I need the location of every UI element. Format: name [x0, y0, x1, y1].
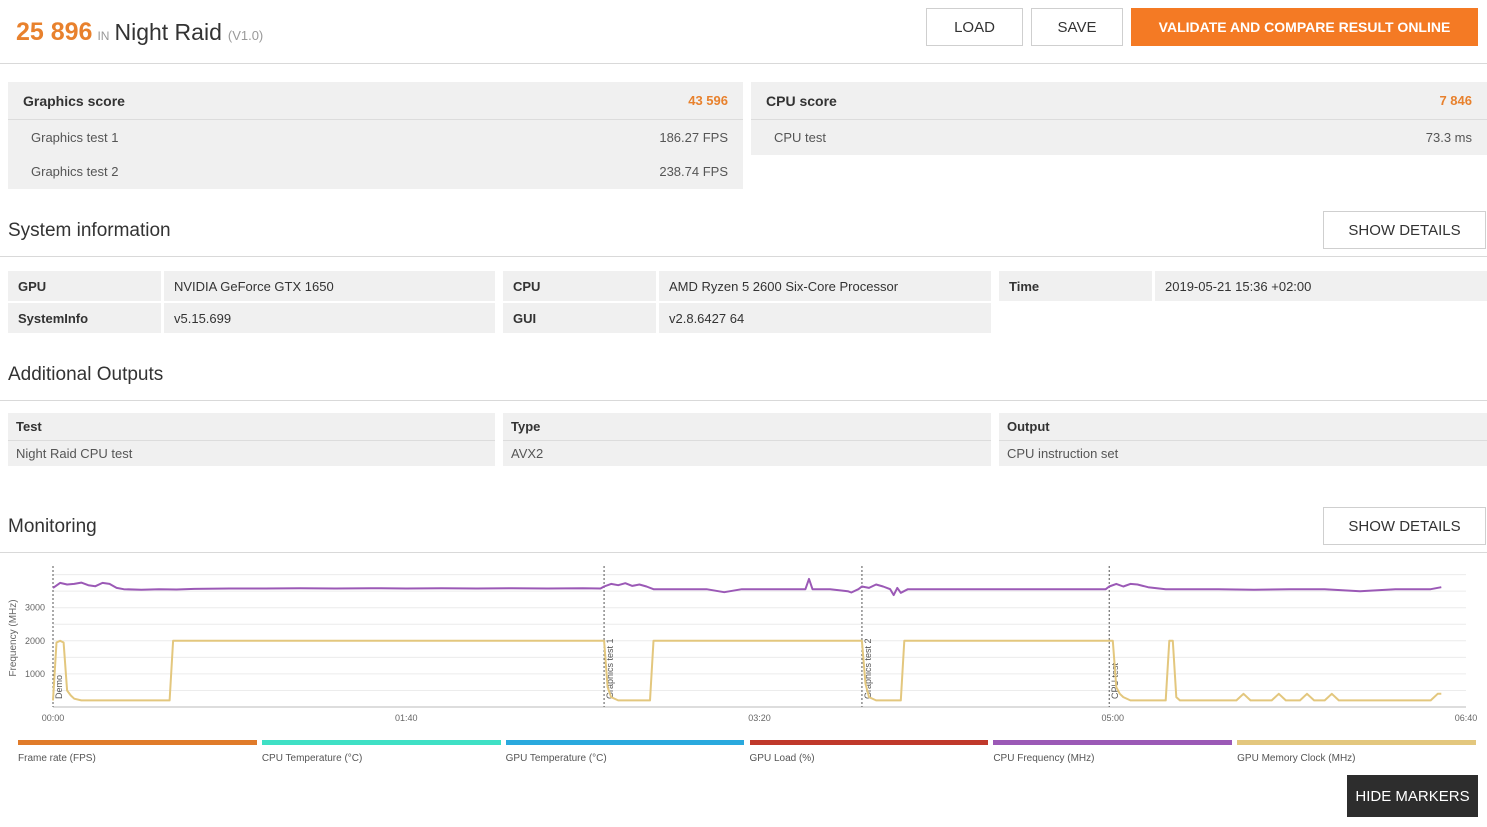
cpu-score-panel: CPU score 7 846 CPU test 73.3 ms	[751, 82, 1487, 155]
outputs-test-value: Night Raid CPU test	[16, 446, 133, 461]
outputs-type-value: AVX2	[511, 446, 544, 461]
graphics-test-2-row: Graphics test 2 238.74 FPS	[8, 154, 743, 188]
validate-compare-button[interactable]: VALIDATE AND COMPARE RESULT ONLINE	[1131, 8, 1478, 46]
x-tick-label: 06:40	[1455, 713, 1478, 723]
graphics-test-2-value: 238.74 FPS	[659, 163, 728, 179]
graphics-test-2-label: Graphics test 2	[31, 163, 119, 179]
benchmark-name: Night Raid	[114, 19, 222, 45]
gpu-value: NVIDIA GeForce GTX 1650	[164, 271, 495, 301]
benchmark-version: (V1.0)	[227, 28, 264, 43]
systeminfo-value: v5.15.699	[164, 303, 495, 333]
legend-label: GPU Load (%)	[749, 753, 815, 764]
cpu-test-value: 73.3 ms	[1425, 129, 1472, 145]
result-header: 25 896 IN Night Raid (V1.0) LOAD SAVE VA…	[0, 0, 1487, 64]
save-button[interactable]: SAVE	[1031, 8, 1123, 46]
systeminfo-key: SystemInfo	[8, 303, 161, 333]
legend-color-bar	[993, 740, 1233, 745]
series-line	[52, 639, 1442, 702]
cpu-score-row: CPU score 7 846	[751, 82, 1487, 120]
gpu-key: GPU	[8, 271, 161, 301]
cpu-test-label: CPU test	[774, 129, 827, 145]
graphics-score-row: Graphics score 43 596	[8, 82, 743, 120]
monitoring-show-details-button[interactable]: SHOW DETAILS	[1323, 507, 1486, 545]
legend-color-bar	[749, 740, 989, 745]
overall-score: 25 896	[16, 18, 93, 46]
gui-value: v2.8.6427 64	[659, 303, 991, 333]
system-info-title: System information	[8, 220, 171, 241]
outputs-output-header: Output	[999, 413, 1487, 441]
legend-item[interactable]: GPU Memory Clock (MHz)	[1237, 740, 1476, 770]
legend-color-bar	[1237, 740, 1476, 745]
divider	[0, 256, 1487, 257]
x-tick-label: 03:20	[748, 713, 771, 723]
divider	[0, 552, 1487, 553]
y-tick-label: 1000	[25, 669, 45, 679]
monitoring-title: Monitoring	[8, 516, 97, 537]
time-value: 2019-05-21 15:36 +02:00	[1155, 271, 1487, 301]
legend-item[interactable]: CPU Frequency (MHz)	[993, 740, 1233, 770]
legend-label: GPU Memory Clock (MHz)	[1237, 753, 1356, 764]
graphics-test-1-value: 186.27 FPS	[659, 129, 728, 145]
outputs-test-column: Test Night Raid CPU test	[8, 413, 495, 466]
graphics-score-value: 43 596	[688, 93, 728, 108]
chart-y-axis-label: Frequency (MHz)	[8, 599, 19, 676]
system-info-show-details-button[interactable]: SHOW DETAILS	[1323, 211, 1486, 249]
graphics-score-label: Graphics score	[23, 92, 125, 109]
legend-label: Frame rate (FPS)	[18, 753, 96, 764]
outputs-output-value: CPU instruction set	[1007, 446, 1119, 461]
cpu-key: CPU	[503, 271, 656, 301]
test-marker-label: Graphics test 2	[863, 638, 873, 699]
test-marker-label: Graphics test 1	[605, 638, 615, 699]
y-tick-label: 2000	[25, 636, 45, 646]
graphics-test-1-row: Graphics test 1 186.27 FPS	[8, 120, 743, 154]
outputs-output-column: Output CPU instruction set	[999, 413, 1487, 466]
graphics-score-panel: Graphics score 43 596 Graphics test 1 18…	[8, 82, 743, 189]
x-tick-label: 00:00	[42, 713, 65, 723]
outputs-type-header: Type	[503, 413, 991, 441]
legend-color-bar	[505, 740, 745, 745]
cpu-test-row: CPU test 73.3 ms	[751, 120, 1487, 154]
test-marker-label: Demo	[54, 675, 64, 699]
outputs-type-column: Type AVX2	[503, 413, 991, 466]
legend-item[interactable]: GPU Load (%)	[749, 740, 989, 770]
monitoring-chart: 1000 2000 3000 00:00 01:40 03:20 05:00 06:40 De…	[8, 566, 1478, 723]
series-line	[52, 577, 1442, 597]
score-title: 25 896 IN Night Raid (V1.0)	[16, 18, 263, 47]
graphics-test-1-label: Graphics test 1	[31, 129, 119, 145]
load-button[interactable]: LOAD	[926, 8, 1023, 46]
x-tick-label: 01:40	[395, 713, 418, 723]
legend-label: GPU Temperature (°C)	[505, 753, 607, 764]
x-tick-label: 05:00	[1101, 713, 1124, 723]
legend-color-bar	[18, 740, 257, 745]
y-tick-label: 3000	[25, 603, 45, 613]
outputs-test-header: Test	[8, 413, 495, 441]
in-label: IN	[97, 29, 110, 43]
time-key: Time	[999, 271, 1152, 301]
legend-label: CPU Frequency (MHz)	[993, 753, 1095, 764]
hide-markers-button[interactable]: HIDE MARKERS	[1347, 775, 1478, 817]
cpu-score-value: 7 846	[1439, 93, 1472, 108]
legend-item[interactable]: GPU Temperature (°C)	[505, 740, 745, 770]
additional-outputs-title: Additional Outputs	[8, 364, 164, 385]
legend-color-bar	[261, 740, 501, 745]
cpu-value: AMD Ryzen 5 2600 Six-Core Processor	[659, 271, 991, 301]
legend-item[interactable]: Frame rate (FPS)	[18, 740, 257, 770]
legend-item[interactable]: CPU Temperature (°C)	[261, 740, 501, 770]
gui-key: GUI	[503, 303, 656, 333]
cpu-score-label: CPU score	[766, 92, 837, 109]
divider	[0, 400, 1487, 401]
legend-label: CPU Temperature (°C)	[261, 753, 363, 764]
